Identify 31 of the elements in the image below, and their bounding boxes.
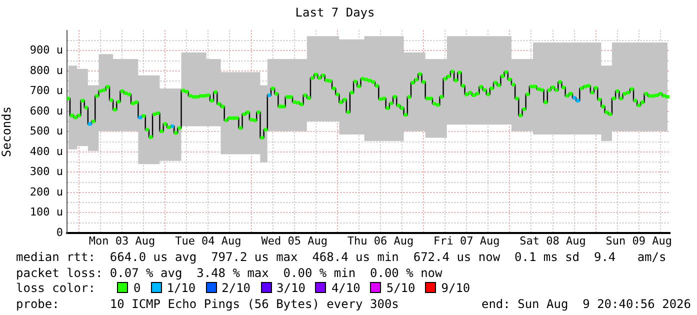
text: packet loss: 0.07 % avg 3.48 % max 0.00 % min 0.00 % now: [16, 266, 442, 280]
text: 5/10: [386, 281, 416, 295]
y-tick-label: 500 u: [30, 124, 63, 138]
chart-title: Last 7 Days: [295, 5, 375, 20]
y-tick-label: 200 u: [30, 185, 63, 198]
y-tick-label: 700 u: [30, 84, 63, 98]
x-tick-label: Sat 08 Aug: [520, 234, 586, 248]
y-tick-label: 300 u: [30, 165, 63, 178]
x-tick-label: Sun 09 Aug: [606, 234, 672, 248]
text: 0: [133, 281, 141, 295]
x-tick-label: Wed 05 Aug: [261, 234, 328, 248]
x-tick-label: Tue 04 Aug: [175, 234, 242, 248]
y-tick-label: 100 u: [30, 206, 63, 219]
text: median rtt: 664.0 us avg 797.2 us max 468.4 us min 672.4 us now 0.1 ms sd 9.4 am/s: [16, 250, 666, 264]
text: 4/10: [331, 281, 360, 295]
x-tick-label: Thu 06 Aug: [347, 234, 414, 248]
x-tick-label: Fri 07 Aug: [433, 234, 500, 248]
text: 9/10: [441, 281, 470, 295]
text: 2/10: [222, 281, 251, 295]
y-tick-label: 0: [56, 226, 63, 239]
text: 3/10: [276, 281, 306, 295]
y-tick-label: 600 u: [30, 104, 63, 118]
text: end: Sun Aug 9 20:40:56 2026: [481, 296, 691, 312]
y-tick-label: 900 u: [30, 44, 63, 57]
text: 1/10: [166, 281, 196, 295]
text: probe: 10 ICMP Echo Pings (56 Bytes) every 300s: [16, 296, 399, 310]
x-tick-label: Mon 03 Aug: [88, 234, 156, 248]
text: loss color:: [16, 281, 96, 295]
y-tick-label: 400 u: [30, 144, 63, 158]
y-tick-label: 800 u: [30, 64, 63, 77]
y-axis-title: Seconds: [0, 106, 14, 157]
